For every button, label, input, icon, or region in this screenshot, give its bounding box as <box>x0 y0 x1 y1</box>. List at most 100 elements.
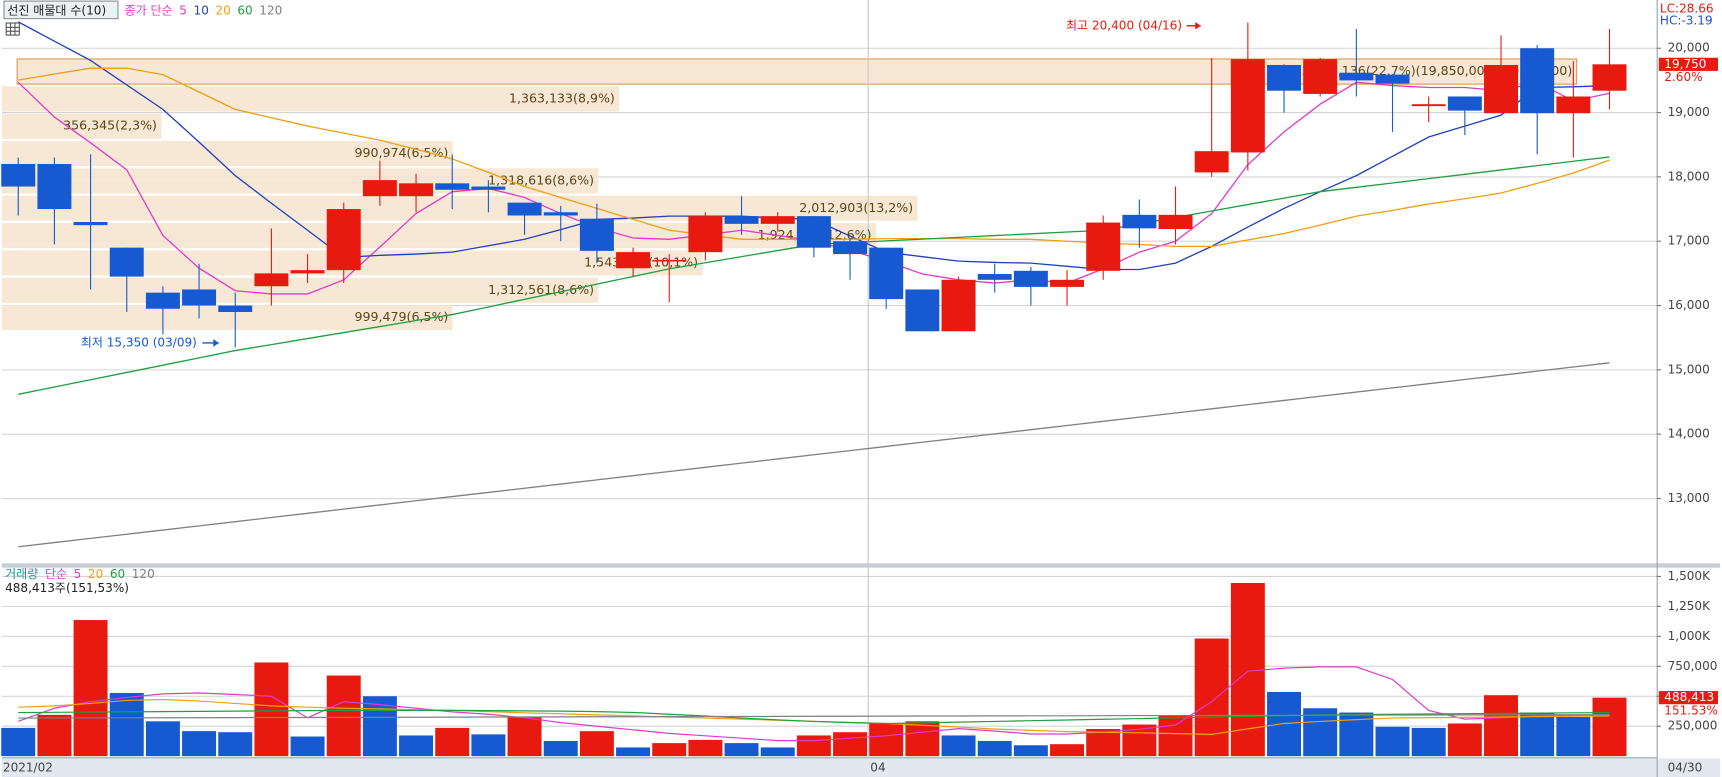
candle-body <box>1086 222 1121 271</box>
volume-ma-line <box>18 713 1610 719</box>
volume-bar <box>688 739 723 757</box>
volume-bar <box>941 735 976 757</box>
volume-bar <box>182 731 217 757</box>
volume-bar <box>1556 716 1591 757</box>
legend-entry: 120 <box>132 567 155 581</box>
ma-line <box>18 362 1610 548</box>
candle-body <box>1556 96 1591 114</box>
x-tick-label: 04/30 <box>1668 761 1703 775</box>
candle-body <box>833 241 868 255</box>
candle-body <box>73 221 108 226</box>
volume-bar <box>109 693 144 757</box>
candle-body <box>941 279 976 332</box>
volume-bar <box>507 716 542 757</box>
candle-body <box>1520 48 1555 114</box>
y-tick-label: 13,000 <box>1668 491 1710 505</box>
candle-body <box>1592 64 1627 91</box>
volume-bar <box>435 727 470 757</box>
volume-bar <box>1484 695 1518 757</box>
y-tick-label: 17,000 <box>1668 234 1710 248</box>
annotation-low: 최저 15,350 (03/09) <box>81 335 197 349</box>
y-tick-label: 16,000 <box>1668 298 1710 312</box>
candle-body <box>1013 270 1048 287</box>
volume-profile-label: 990,974(6,5%) <box>354 145 448 160</box>
volume-profile-band <box>1 223 876 249</box>
legend-entry: 단순 <box>45 567 67 581</box>
volume-profile-label: 1,312,561(8,6%) <box>488 282 594 297</box>
legend-entry: 5 <box>179 3 187 17</box>
volume-bar <box>1013 745 1048 757</box>
volume-bar <box>1158 715 1193 757</box>
volume-bar <box>905 721 940 757</box>
legend-entry: 60 <box>237 3 252 17</box>
candle-body <box>1339 72 1374 81</box>
legend-entry: 5 <box>74 567 82 581</box>
candle-body <box>579 218 614 251</box>
candle-body <box>37 164 72 210</box>
volume-bar <box>724 743 759 757</box>
volume-bar <box>1411 727 1446 757</box>
volume-ma-line <box>18 666 1610 742</box>
annotation-arrowhead <box>1195 21 1201 30</box>
volume-profile-label: 1,318,616(8,6%) <box>488 172 594 187</box>
candle-body <box>1050 279 1085 287</box>
volume-profile-band <box>1 141 453 167</box>
x-axis-band <box>1 758 1721 777</box>
volume-bar <box>399 735 434 757</box>
candle-body <box>1230 59 1265 153</box>
candle-body <box>326 209 361 271</box>
volume-bar <box>1194 638 1229 757</box>
y-tick-label: 14,000 <box>1668 427 1710 441</box>
candle-body <box>362 180 397 197</box>
candle-body <box>652 259 687 262</box>
volume-bar <box>977 740 1012 757</box>
candle-body <box>1267 64 1302 91</box>
volume-bar <box>1375 726 1410 757</box>
candle-body <box>1158 214 1193 229</box>
candle-body <box>1411 104 1446 107</box>
volume-bar <box>579 731 614 757</box>
candle-body <box>543 212 578 216</box>
y-tick-label: 750,000 <box>1668 659 1718 673</box>
volume-bar <box>652 743 687 757</box>
volume-bar <box>218 732 253 757</box>
volume-profile-label: 356,345(2,3%) <box>63 118 157 133</box>
y-tick-label: 1,250K <box>1668 599 1711 613</box>
candle-body <box>1194 151 1229 173</box>
volume-bar <box>1 727 36 757</box>
legend-title: 선진 매물대 수(10) <box>7 3 106 17</box>
candle-body <box>760 216 795 224</box>
volume-bar <box>1086 728 1121 757</box>
volume-bar <box>869 723 904 757</box>
last-price-change: 2.60% <box>1664 70 1702 84</box>
candle-body <box>145 292 180 309</box>
legend-entry: 10 <box>194 3 209 17</box>
candle-body <box>109 247 144 277</box>
legend-entry: 60 <box>110 567 125 581</box>
volume-bar <box>1520 712 1555 757</box>
candle-body <box>182 289 217 306</box>
candle-body <box>977 274 1012 280</box>
x-tick-label: 04 <box>870 761 885 775</box>
volume-bar <box>326 675 361 757</box>
legend-entry: 거래량 <box>5 567 38 581</box>
volume-bar <box>833 732 868 757</box>
volume-bar <box>37 714 72 757</box>
last-volume-label: 488,413 <box>1664 690 1714 704</box>
volume-bar <box>254 662 289 757</box>
legend-entry: 종가 단순 <box>125 3 173 17</box>
legend-entry: 20 <box>215 3 230 17</box>
y-tick-label: 20,000 <box>1668 41 1710 55</box>
table-icon[interactable] <box>5 22 20 36</box>
volume-profile-band <box>1 277 599 303</box>
x-tick-label: 2021/02 <box>3 761 53 775</box>
volume-bar <box>543 740 578 757</box>
legend: 선진 매물대 수(10) <box>3 0 119 36</box>
annotation-high: 최고 20,400 (04/16) <box>1066 18 1182 32</box>
y-tick-label: 250,000 <box>1668 719 1718 733</box>
volume-profile-label: 999,479(6,5%) <box>354 309 448 324</box>
volume-profile-label: 1,363,133(8,9%) <box>509 90 615 105</box>
candle-body <box>218 305 253 312</box>
candle-body <box>1447 96 1482 111</box>
